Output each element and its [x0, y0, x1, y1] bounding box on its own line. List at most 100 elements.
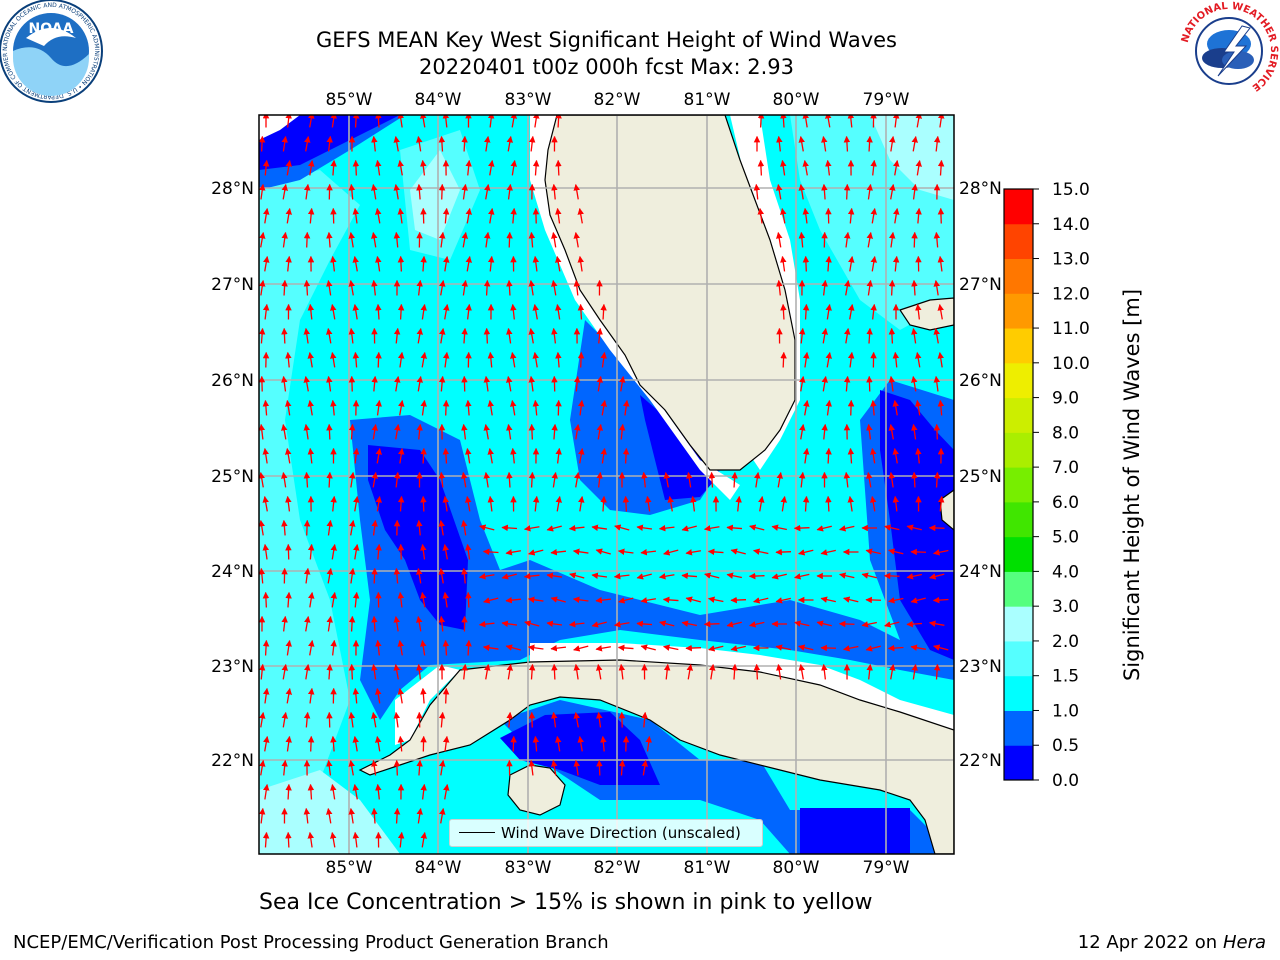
wind-wave-arrow [482, 548, 499, 556]
wind-wave-arrow [802, 159, 809, 176]
colorbar-segment [1004, 432, 1033, 468]
wind-wave-arrow [397, 831, 405, 848]
wind-wave-arrow [352, 303, 359, 320]
wind-wave-arrow [866, 423, 873, 440]
wind-wave-arrow [304, 663, 311, 680]
wind-wave-arrow [438, 135, 446, 152]
wind-wave-arrow [798, 231, 806, 248]
lat-label-left: 27°N [211, 275, 254, 295]
wind-wave-arrow [375, 303, 382, 320]
wind-wave-arrow [398, 399, 405, 416]
wind-wave-arrow [551, 279, 558, 296]
lat-label-right: 27°N [959, 275, 1002, 295]
wind-wave-arrow [933, 423, 941, 440]
wind-wave-arrow [259, 471, 265, 488]
wind-wave-arrow [532, 399, 540, 416]
wind-wave-arrow [865, 645, 881, 652]
wind-wave-arrow [375, 159, 382, 176]
lat-label-right: 25°N [959, 467, 1002, 487]
wind-wave-arrow [393, 711, 401, 728]
wind-wave-arrow [484, 135, 491, 152]
wind-wave-arrow [263, 687, 270, 704]
wind-wave-arrow [416, 135, 423, 152]
wind-wave-arrow [915, 447, 922, 464]
wind-wave-arrow [303, 807, 311, 824]
wind-wave-arrow [420, 543, 427, 560]
wind-wave-arrow [550, 644, 567, 652]
wind-wave-arrow [510, 207, 517, 224]
wind-wave-arrow [465, 447, 472, 464]
wind-wave-arrow [748, 572, 765, 580]
wind-wave-arrow [303, 327, 310, 344]
wind-wave-arrow [259, 711, 266, 728]
wind-wave-arrow [888, 548, 904, 555]
wind-wave-arrow [352, 351, 360, 368]
wind-wave-arrow [555, 351, 562, 368]
wind-wave-arrow [303, 519, 311, 536]
wind-wave-arrow [803, 447, 810, 464]
wind-wave-arrow [371, 807, 378, 824]
lat-label-right: 24°N [959, 562, 1002, 582]
wind-wave-arrow [326, 279, 333, 296]
wind-wave-arrow [505, 644, 521, 651]
colorbar-segment [1004, 223, 1033, 260]
wind-wave-arrow [307, 687, 315, 704]
wind-wave-arrow [937, 495, 945, 512]
wind-wave-arrow [844, 327, 851, 344]
wind-wave-arrow [461, 231, 468, 248]
wind-wave-arrow [371, 471, 378, 488]
wind-wave-arrow [285, 207, 292, 224]
wind-wave-arrow [821, 663, 828, 680]
wind-wave-arrow [281, 663, 288, 680]
wind-wave-arrow [703, 620, 720, 628]
wind-wave-arrow [281, 471, 288, 488]
no-data-cuba-west [395, 665, 460, 745]
wind-wave-arrow [307, 399, 314, 416]
wind-wave-arrow [708, 596, 724, 603]
wind-wave-arrow [487, 399, 494, 416]
wind-wave-arrow [330, 351, 337, 368]
wind-wave-arrow [933, 279, 940, 296]
wind-wave-arrow [375, 735, 382, 752]
wind-wave-arrow [591, 621, 607, 628]
wind-wave-arrow [397, 591, 405, 608]
wind-wave-arrow [330, 783, 337, 800]
wind-wave-arrow [528, 327, 535, 344]
wind-wave-arrow [506, 663, 513, 680]
wind-wave-arrow [398, 351, 405, 368]
wind-wave-arrow [572, 548, 589, 555]
lon-label-top: 84°W [415, 90, 462, 110]
wind-wave-arrow [303, 567, 311, 584]
wind-wave-arrow [663, 644, 679, 651]
wind-wave-arrow [308, 159, 315, 176]
wind-wave-arrow [640, 644, 656, 651]
wind-wave-arrow [825, 495, 832, 512]
wind-wave-arrow [416, 327, 423, 344]
lon-label-bottom: 82°W [594, 858, 641, 878]
wind-wave-arrow [371, 711, 378, 728]
wind-wave-arrow [326, 375, 333, 392]
wind-wave-arrow [442, 447, 450, 464]
wind-wave-arrow [798, 135, 805, 152]
wind-wave-arrow [888, 375, 895, 392]
wind-wave-arrow [488, 207, 495, 224]
wind-wave-arrow [442, 207, 450, 224]
colorbar-segment [1004, 536, 1033, 572]
wind-wave-arrow [285, 639, 292, 656]
lat-label-right: 26°N [959, 371, 1002, 391]
wind-wave-arrow [551, 759, 558, 776]
wind-wave-arrow [843, 183, 851, 200]
colorbar-tick-label: 13.0 [1052, 250, 1090, 270]
wind-wave-arrow [681, 572, 698, 580]
colorbar-segment [1004, 467, 1033, 503]
wind-wave-arrow [330, 495, 337, 512]
wind-wave-arrow [442, 543, 449, 560]
wind-wave-arrow [397, 159, 404, 176]
wind-wave-arrow [303, 471, 311, 488]
wind-wave-arrow [573, 663, 580, 680]
lon-label-bottom: 80°W [773, 858, 820, 878]
legend-label: Wind Wave Direction (unscaled) [501, 824, 741, 842]
wind-wave-arrow [420, 303, 427, 320]
wind-wave-arrow [371, 135, 378, 152]
